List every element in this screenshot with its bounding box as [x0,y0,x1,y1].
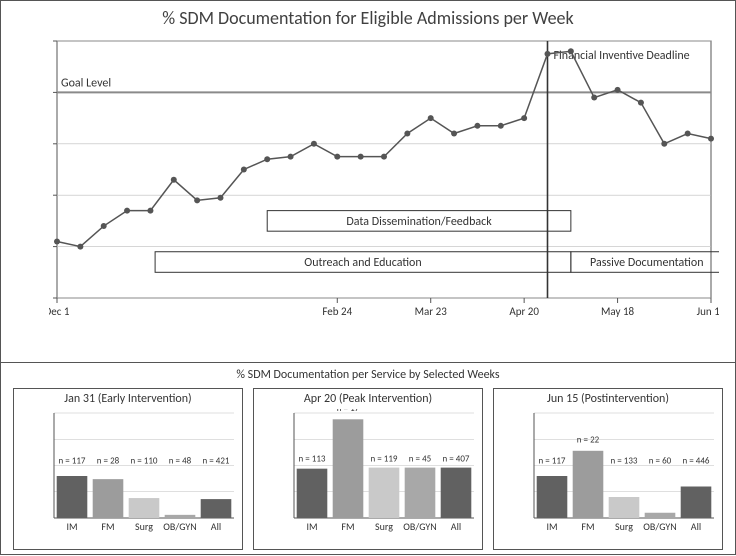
bottom-row: Jan 31 (Early Intervention) 0%25%50%75%1… [1,386,735,556]
bar-title-1: Apr 20 (Peak Intervention) [254,389,482,406]
svg-text:Outreach and Education: Outreach and Education [304,256,421,270]
svg-text:n = 60: n = 60 [649,456,672,467]
svg-text:n = 117: n = 117 [59,456,86,467]
svg-text:Data Dissemination/Feedback: Data Dissemination/Feedback [346,215,492,229]
bar-panel-1: Apr 20 (Peak Intervention) 0%25%50%75%10… [253,388,483,550]
svg-text:Jun 15: Jun 15 [697,305,719,318]
top-panel: % SDM Documentation for Eligible Admissi… [1,1,735,363]
svg-text:n = 28: n = 28 [97,456,120,467]
svg-text:All: All [451,520,461,533]
svg-text:FM: FM [341,520,354,533]
svg-text:IM: IM [546,520,557,533]
svg-text:Apr 20: Apr 20 [509,305,539,318]
svg-text:Surg: Surg [135,520,153,533]
svg-text:Dec 1: Dec 1 [49,305,70,318]
svg-text:n = 421: n = 421 [203,456,230,467]
svg-text:n = 110: n = 110 [131,456,158,467]
top-chart-title: % SDM Documentation for Eligible Admissi… [1,1,735,29]
svg-text:n = 45: n = 45 [409,453,432,464]
figure-container: % SDM Documentation for Eligible Admissi… [0,0,736,555]
svg-text:Passive Documentation: Passive Documentation [590,256,703,270]
bar-panel-0: Jan 31 (Early Intervention) 0%25%50%75%1… [13,388,243,550]
svg-text:All: All [691,520,701,533]
svg-text:Surg: Surg [375,520,393,533]
bar-chart-1: 0%25%50%75%100%IMn = 113FMn = 17Surgn = … [288,409,478,534]
middle-title: % SDM Documentation per Service by Selec… [1,363,735,386]
svg-text:IM: IM [66,520,77,533]
svg-text:n = 22: n = 22 [577,435,600,446]
bar-chart-0: 0%25%50%75%100%IMn = 117FMn = 28Surgn = … [48,409,238,534]
svg-text:n = 407: n = 407 [443,453,470,464]
svg-text:FM: FM [581,520,594,533]
svg-text:n = 17: n = 17 [337,409,360,414]
svg-text:May 18: May 18 [601,305,635,318]
svg-text:Surg: Surg [615,520,633,533]
svg-text:Goal Level: Goal Level [61,76,111,90]
bar-chart-2: 0%25%50%75%100%IMn = 117FMn = 22Surgn = … [528,409,718,534]
svg-text:FM: FM [101,520,114,533]
svg-text:n = 113: n = 113 [299,453,326,464]
line-chart: 0%10%20%30%40%50%Dec 1Feb 24Mar 23Apr 20… [49,37,719,322]
svg-text:OB/GYN: OB/GYN [403,520,436,533]
svg-text:n = 446: n = 446 [683,456,710,467]
svg-text:n = 48: n = 48 [169,456,192,467]
svg-text:IM: IM [306,520,317,533]
bar-panel-2: Jun 15 (Postintervention) 0%25%50%75%100… [493,388,723,550]
svg-text:OB/GYN: OB/GYN [163,520,196,533]
svg-text:OB/GYN: OB/GYN [643,520,676,533]
svg-text:Mar 23: Mar 23 [415,305,448,318]
bar-title-2: Jun 15 (Postintervention) [494,389,722,406]
svg-text:All: All [211,520,221,533]
svg-text:n = 133: n = 133 [611,456,638,467]
svg-text:n = 117: n = 117 [539,456,566,467]
svg-text:n = 119: n = 119 [371,453,398,464]
bar-title-0: Jan 31 (Early Intervention) [14,389,242,406]
svg-text:Feb 24: Feb 24 [322,305,352,318]
